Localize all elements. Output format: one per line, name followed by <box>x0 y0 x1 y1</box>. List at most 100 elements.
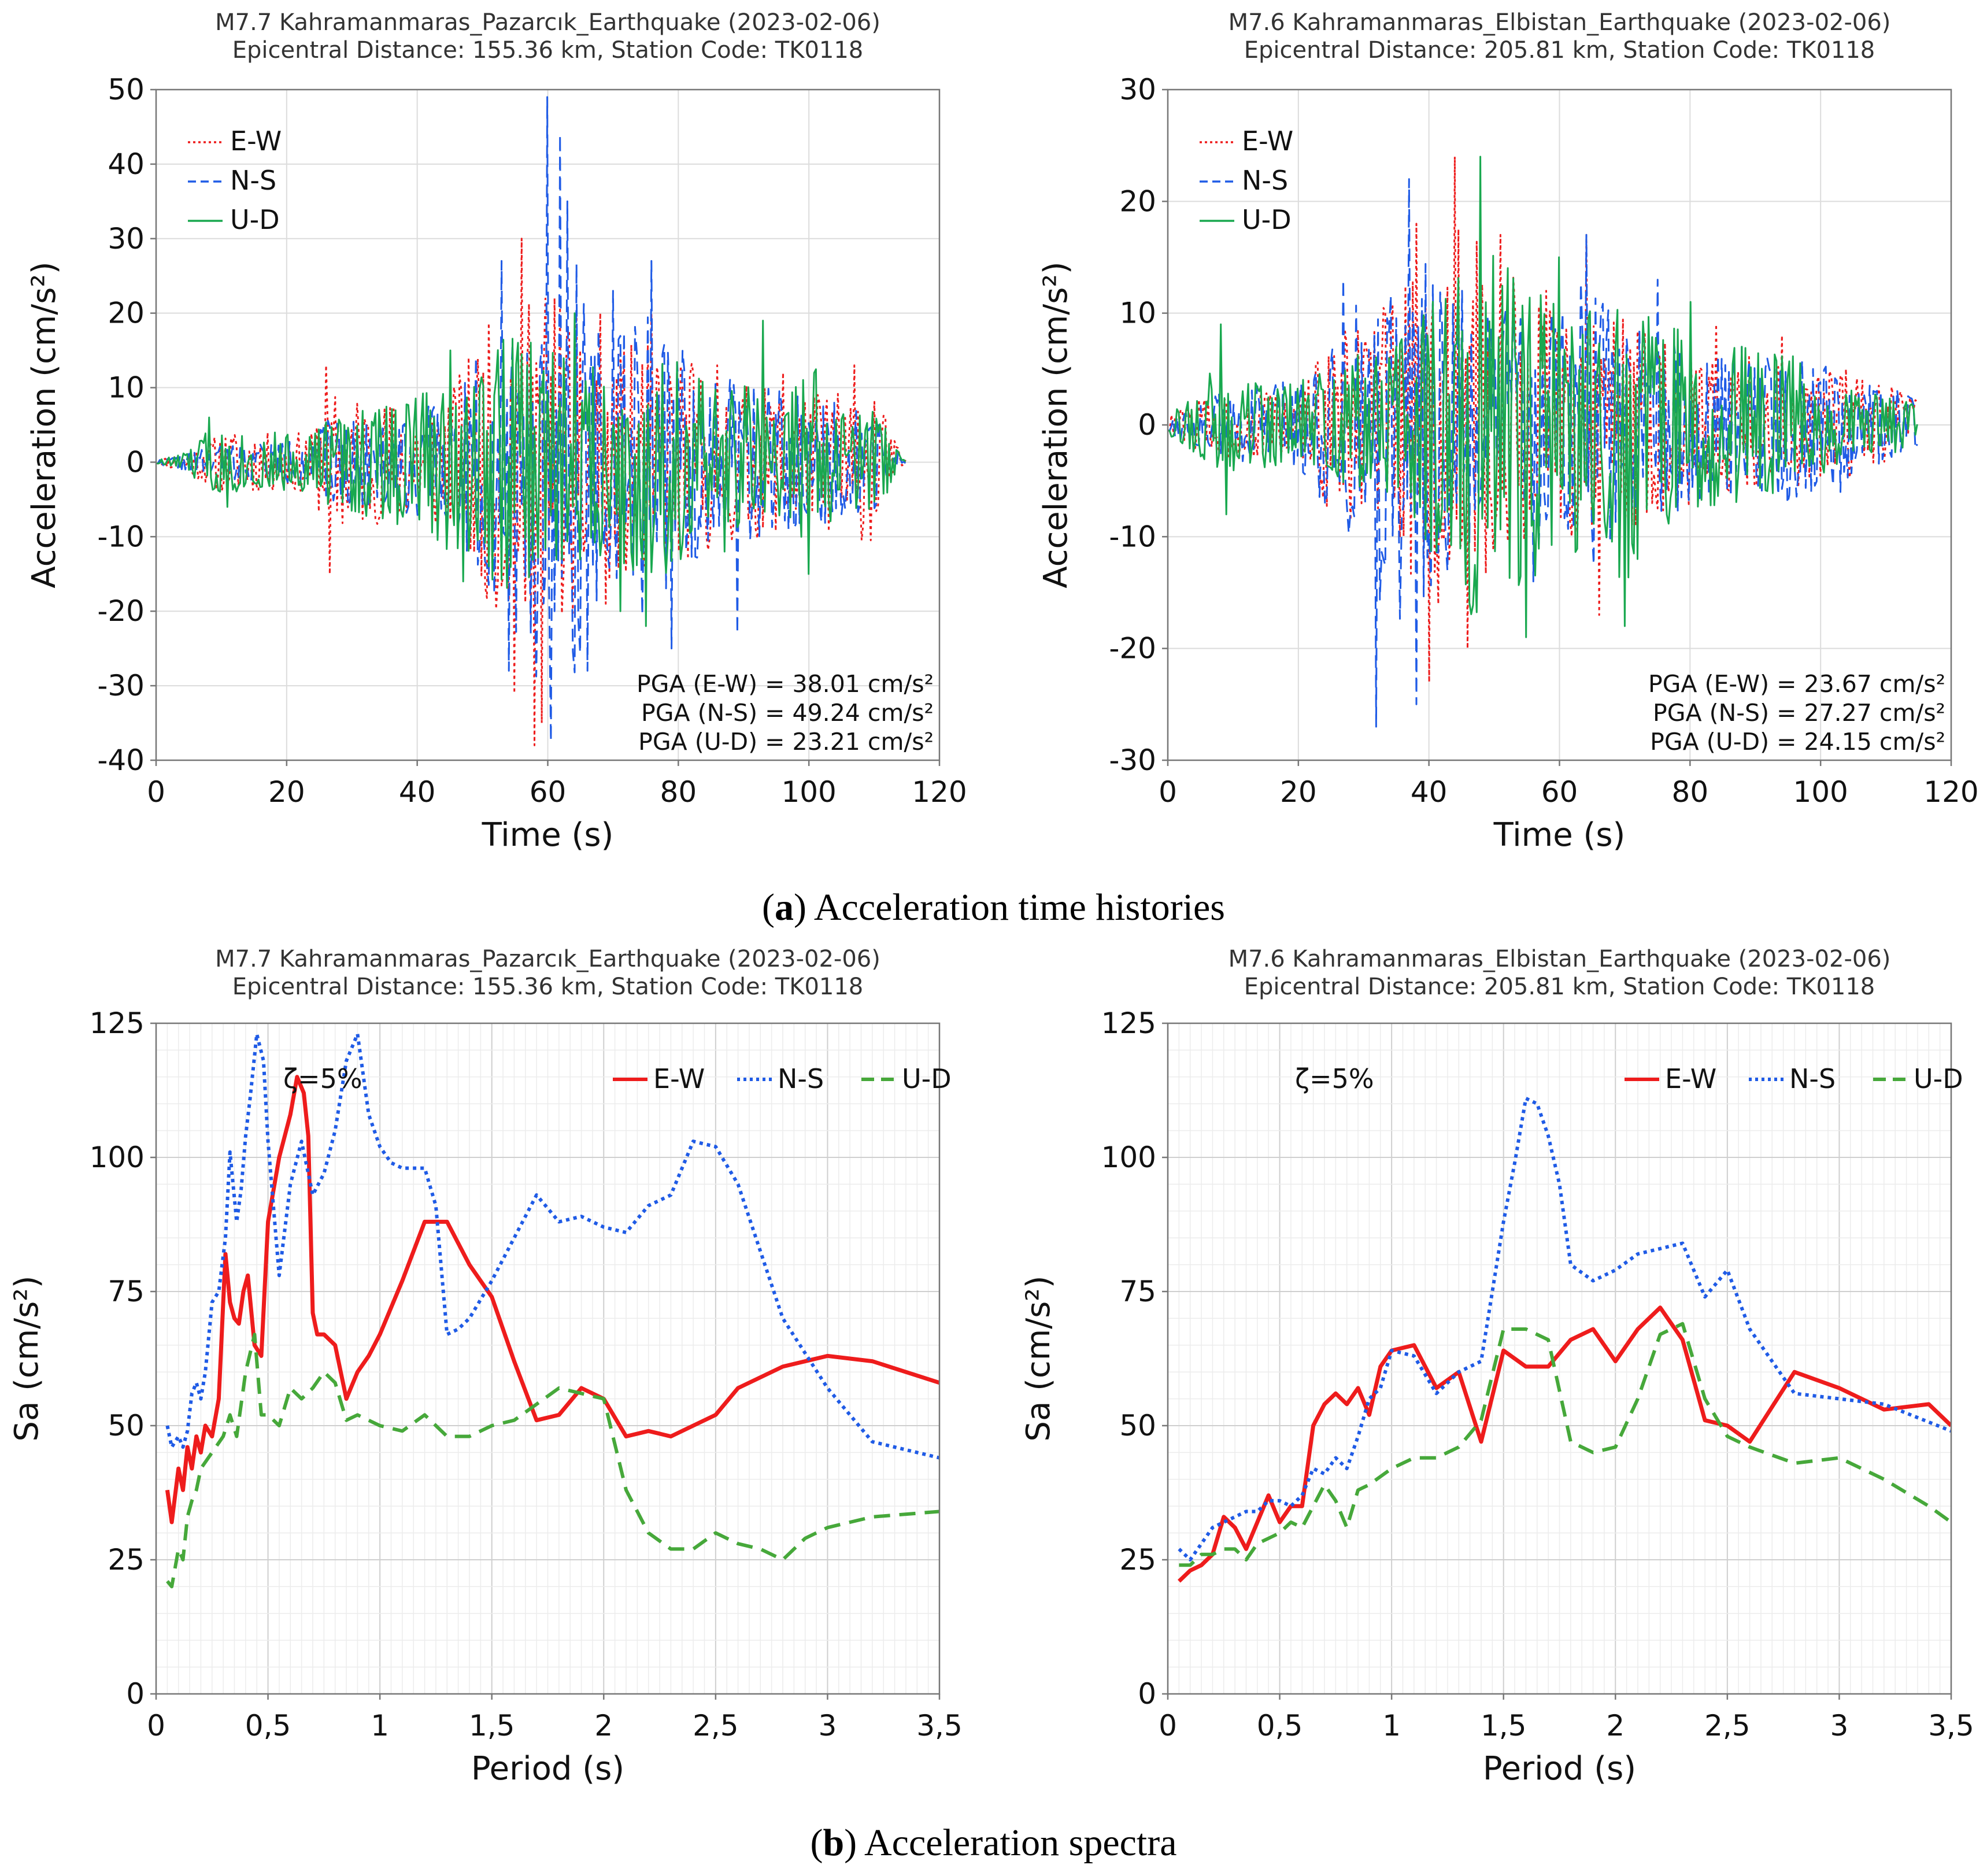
x-tick-label: 100 <box>1793 775 1848 809</box>
y-tick-label: 30 <box>1119 73 1156 106</box>
grid <box>156 1023 940 1694</box>
plot-frame <box>155 1022 941 1695</box>
y-tick-label: -40 <box>97 743 145 777</box>
y-tick-label: -10 <box>1109 520 1156 553</box>
y-tick-label: 100 <box>90 1141 145 1174</box>
y-axis-label: Acceleration (cm/s²) <box>25 261 63 588</box>
y-tick-label: 20 <box>108 297 145 330</box>
y-tick-label: 30 <box>108 222 145 256</box>
series-line-n-s <box>165 1032 939 1460</box>
x-tick-label: 2,5 <box>693 1709 739 1742</box>
chart-elbistan-spectra: M7.6 Kahramanmaras_Elbistan_Earthquake (… <box>994 937 1987 1821</box>
x-tick-label: 80 <box>1672 775 1709 809</box>
y-tick-label: -30 <box>97 669 145 702</box>
x-tick-label: 0,5 <box>245 1709 291 1742</box>
chart-title-line: Epicentral Distance: 155.36 km, Station … <box>232 974 864 1000</box>
y-tick-label: 125 <box>1101 1007 1156 1040</box>
legend-label-n-s: N-S <box>1242 165 1288 196</box>
series-line-n-s <box>1168 178 1918 728</box>
y-tick-label: 0 <box>126 1677 145 1711</box>
y-tick-label: -30 <box>1109 743 1156 777</box>
x-axis-label: Time (s) <box>1493 816 1626 854</box>
legend-label-e-w: E-W <box>230 125 282 157</box>
x-tick-label: 1,5 <box>469 1709 515 1742</box>
y-tick-label: 0 <box>1138 1677 1156 1711</box>
x-tick-label: 20 <box>1280 775 1317 809</box>
x-tick-label: 0 <box>147 1709 165 1742</box>
y-tick-label: 20 <box>1119 184 1156 218</box>
pga-label: PGA (E-W) = 23.67 cm/s² <box>1648 670 1945 698</box>
pga-label: PGA (E-W) = 38.01 cm/s² <box>637 670 934 698</box>
x-tick-label: 80 <box>660 775 697 809</box>
damping-annotation: ζ=5% <box>283 1063 362 1094</box>
y-tick-label: 75 <box>1119 1275 1156 1308</box>
x-tick-label: 3 <box>1830 1709 1849 1742</box>
chart-pazarcik-time-history: M7.7 Kahramanmaras_Pazarcık_Earthquake (… <box>0 0 977 879</box>
chart-elbistan-time-history: M7.6 Kahramanmaras_Elbistan_Earthquake (… <box>994 0 1987 879</box>
chart-title-line: M7.6 Kahramanmaras_Elbistan_Earthquake (… <box>1229 946 1891 972</box>
x-tick-label: 20 <box>268 775 305 809</box>
caption-b-text: ) Acceleration spectra <box>844 1822 1177 1864</box>
chart-title-line: M7.7 Kahramanmaras_Pazarcık_Earthquake (… <box>215 946 880 972</box>
pga-label: PGA (U-D) = 23.21 cm/s² <box>638 728 934 756</box>
y-tick-label: 25 <box>1119 1543 1156 1577</box>
y-tick-label: 0 <box>126 445 145 479</box>
legend-label-e-w: E-W <box>1665 1063 1716 1094</box>
x-tick-label: 40 <box>399 775 436 809</box>
x-tick-label: 3,5 <box>1928 1709 1974 1742</box>
y-tick-label: 10 <box>1119 297 1156 330</box>
chart-title-line: M7.6 Kahramanmaras_Elbistan_Earthquake (… <box>1229 9 1891 36</box>
x-tick-label: 2 <box>1606 1709 1625 1742</box>
x-tick-label: 3 <box>819 1709 837 1742</box>
legend-label-e-w: E-W <box>1242 125 1293 157</box>
x-axis-label: Period (s) <box>1483 1750 1636 1788</box>
y-tick-label: 75 <box>108 1275 145 1308</box>
x-tick-label: 0 <box>147 775 165 809</box>
series-line-e-w <box>1177 1305 1951 1583</box>
series-line-u-d <box>1179 1322 1951 1567</box>
y-axis-label: Acceleration (cm/s²) <box>1037 261 1075 588</box>
chart-title-line: Epicentral Distance: 205.81 km, Station … <box>1244 974 1875 1000</box>
caption-b-letter: b <box>823 1822 845 1864</box>
series-line-u-d <box>156 312 906 627</box>
y-tick-label: 125 <box>90 1007 145 1040</box>
series-line-n-s <box>1178 1096 1951 1562</box>
legend-label-u-d: U-D <box>230 204 280 235</box>
x-axis-label: Period (s) <box>471 1750 624 1788</box>
y-axis-label: Sa (cm/s²) <box>1020 1275 1057 1441</box>
pga-label: PGA (U-D) = 24.15 cm/s² <box>1650 728 1945 756</box>
x-tick-label: 40 <box>1411 775 1448 809</box>
x-tick-label: 2,5 <box>1704 1709 1751 1742</box>
x-tick-label: 1 <box>1382 1709 1401 1742</box>
chart-svg: M7.6 Kahramanmaras_Elbistan_Earthquake (… <box>1020 946 1974 1788</box>
caption-a: (a) Acceleration time histories <box>762 886 1225 928</box>
x-tick-label: 120 <box>1923 775 1978 809</box>
pga-label: PGA (N-S) = 49.24 cm/s² <box>641 699 934 727</box>
series-group <box>1177 1096 1951 1583</box>
caption-a-letter: a <box>775 886 794 928</box>
legend-label-n-s: N-S <box>778 1063 824 1094</box>
legend-label-u-d: U-D <box>1914 1063 1963 1094</box>
y-tick-label: -20 <box>97 594 145 628</box>
legend-label-u-d: U-D <box>1242 204 1292 235</box>
y-tick-label: 0 <box>1138 408 1156 442</box>
x-tick-label: 1 <box>371 1709 389 1742</box>
chart-svg: M7.7 Kahramanmaras_Pazarcık_Earthquake (… <box>8 946 963 1788</box>
chart-title-line: Epicentral Distance: 155.36 km, Station … <box>232 37 864 64</box>
x-tick-label: 0 <box>1159 1709 1177 1742</box>
chart-title-line: M7.7 Kahramanmaras_Pazarcık_Earthquake (… <box>215 9 880 36</box>
series-group <box>165 1032 939 1589</box>
legend-label-n-s: N-S <box>230 165 276 196</box>
x-tick-label: 0,5 <box>1257 1709 1303 1742</box>
y-tick-label: 10 <box>108 371 145 405</box>
series-line-u-d <box>1168 156 1918 638</box>
x-tick-label: 60 <box>530 775 567 809</box>
y-tick-label: 50 <box>108 73 145 106</box>
series-line-e-w <box>165 1075 939 1525</box>
chart-svg: M7.6 Kahramanmaras_Elbistan_Earthquake (… <box>1037 9 1979 854</box>
damping-annotation: ζ=5% <box>1295 1063 1374 1094</box>
pga-label: PGA (N-S) = 27.27 cm/s² <box>1653 699 1945 727</box>
y-tick-label: 100 <box>1101 1141 1156 1174</box>
series-group <box>1168 156 1918 728</box>
x-tick-label: 2 <box>594 1709 613 1742</box>
